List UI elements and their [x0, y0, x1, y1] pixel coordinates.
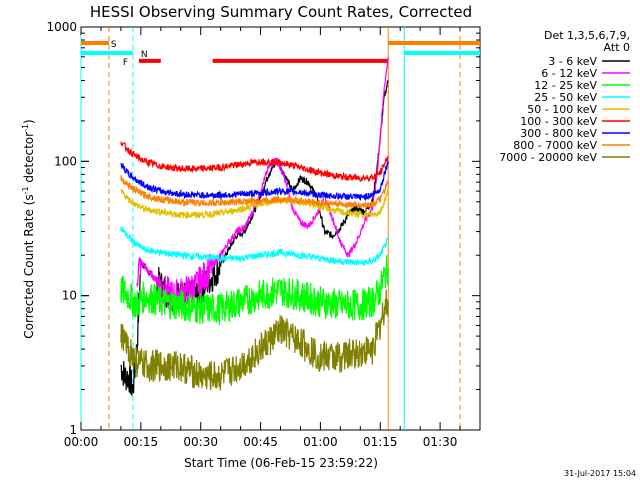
flag-label-flare: F: [123, 58, 128, 68]
y-tick-label: 10: [62, 289, 77, 303]
legend-entry-4: 50 - 100 keV: [527, 103, 597, 116]
x-tick-label: 00:45: [243, 435, 278, 449]
y-axis-label-mid: detector: [22, 132, 36, 187]
x-tick-label: 01:00: [303, 435, 338, 449]
footer-date: 31-Jul-2017 15:04: [564, 469, 636, 478]
y-tick-label: 100: [54, 154, 77, 168]
legend-entry-7: 800 - 7000 keV: [513, 139, 597, 152]
series-line-2: [120, 255, 389, 325]
series-line-4: [120, 187, 389, 220]
legend-entry-2: 12 - 25 keV: [534, 79, 597, 92]
legend-entry-3: 25 - 50 keV: [534, 91, 597, 104]
x-tick-label: 00:00: [64, 435, 99, 449]
x-tick-label: 01:30: [423, 435, 458, 449]
series-line-5: [120, 141, 389, 183]
legend-entry-8: 7000 - 20000 keV: [499, 151, 597, 164]
y-tick-label: 1000: [46, 20, 77, 34]
y-axis-label-main: Corrected Count Rate (s: [22, 194, 36, 338]
legend-entry-6: 300 - 800 keV: [520, 127, 597, 140]
y-axis-label-sup1: -1: [21, 186, 30, 194]
plot-area: S N F 1 10 100 1000 00:00 00:15 00:30 00:45 01:00 01…: [46, 20, 481, 449]
y-axis-label-end: ): [22, 119, 36, 124]
legend-header-1: Att 0: [604, 41, 630, 54]
series-line-8: [120, 289, 389, 391]
x-tick-label: 01:15: [363, 435, 398, 449]
legend-header-0: Det 1,3,5,6,7,9,: [544, 29, 630, 42]
y-axis-label-sup2: -1: [21, 124, 30, 132]
legend-entry-0: 3 - 6 keV: [548, 55, 597, 68]
flag-label-night: N: [141, 50, 148, 60]
legend-entry-1: 6 - 12 keV: [541, 67, 597, 80]
legend-entry-5: 100 - 300 keV: [520, 115, 597, 128]
flag-label-saa: S: [111, 40, 117, 50]
x-axis-label: Start Time (06-Feb-15 23:59:22): [184, 456, 378, 470]
plot-frame: [80, 26, 481, 431]
chart-title: HESSI Observing Summary Count Rates, Cor…: [90, 3, 472, 21]
x-tick-label: 00:30: [183, 435, 218, 449]
series-line-7: [120, 175, 389, 211]
y-tick-label: 1: [69, 423, 77, 437]
series-line-1: [136, 56, 389, 311]
x-tick-label: 00:15: [124, 435, 159, 449]
series-line-3: [120, 226, 389, 267]
series-line-6: [120, 161, 389, 202]
y-axis-label: Corrected Count Rate (s-1 detector-1): [21, 119, 36, 338]
